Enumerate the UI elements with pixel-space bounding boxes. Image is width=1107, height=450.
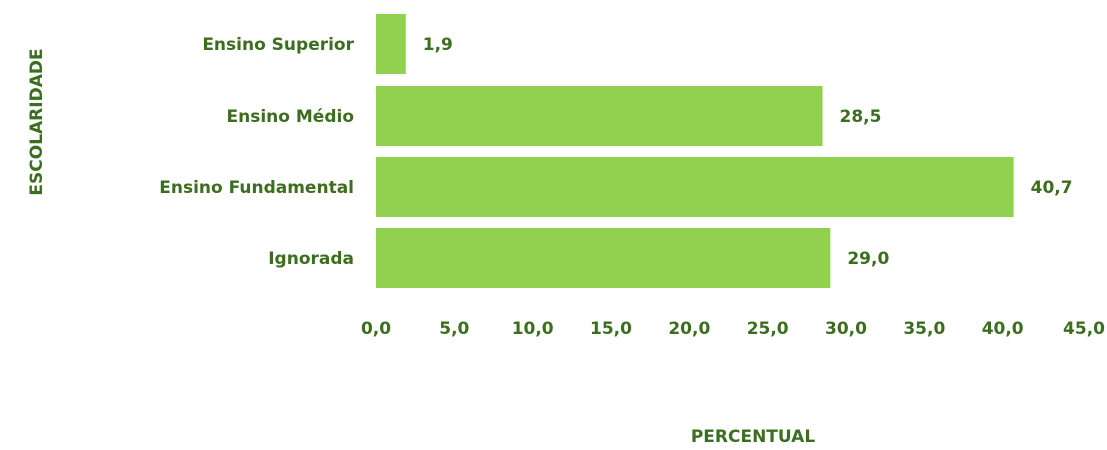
category-label: Ensino Médio [227,107,354,127]
x-tick-label: 40,0 [982,319,1024,339]
x-tick-label: 30,0 [825,319,867,339]
x-tick-label: 25,0 [747,319,789,339]
bar [376,86,823,146]
bar-value-label: 28,5 [840,107,882,127]
x-tick-label: 15,0 [590,319,632,339]
bar-value-label: 29,0 [847,249,889,269]
category-label: Ensino Superior [202,35,354,55]
x-tick-label: 45,0 [1063,319,1105,339]
x-tick-label: 5,0 [439,319,469,339]
bar [376,14,406,74]
x-tick-labels-group: 0,0 5,0 10,0 15,0 20,0 25,0 30,0 35,0 40,0 45,0 [361,319,1105,339]
x-tick-label: 0,0 [361,319,391,339]
x-tick-label: 20,0 [668,319,710,339]
category-labels-group: Ensino Superior Ensino Médio Ensino Fundam… [159,35,354,269]
value-labels-group: 1,9 28,5 40,7 29,0 [423,35,1073,269]
bar-value-label: 40,7 [1031,178,1073,198]
y-axis-title: ESCOLARIDADE [27,48,47,195]
bar-value-label: 1,9 [423,35,453,55]
bars-group [376,14,1014,288]
x-tick-label: 10,0 [512,319,554,339]
category-label: Ensino Fundamental [159,178,354,198]
bar [376,157,1014,217]
bar [376,228,831,288]
x-axis-title: PERCENTUAL [691,427,816,446]
x-tick-label: 35,0 [903,319,945,339]
category-label: Ignorada [268,249,354,269]
